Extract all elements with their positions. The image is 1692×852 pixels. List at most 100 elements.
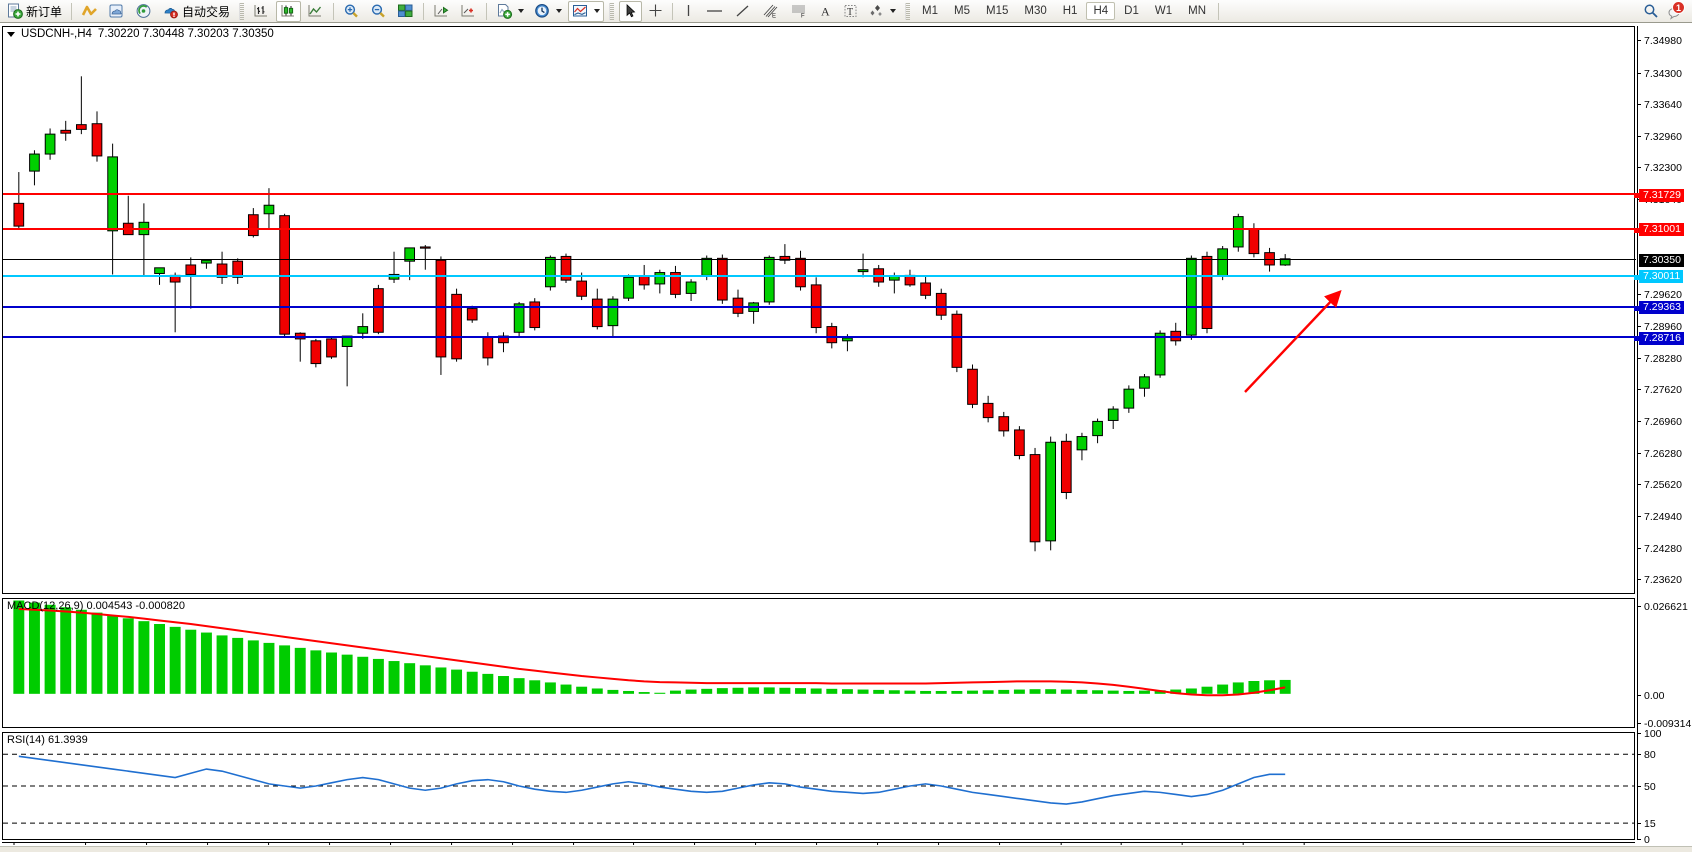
new-order-button[interactable]: 新订单: [3, 1, 66, 22]
price-line-handle[interactable]: [1634, 274, 1639, 280]
trendline-button[interactable]: [730, 1, 755, 22]
tile-windows-button[interactable]: [393, 1, 418, 22]
price-line-resistance-lower[interactable]: [3, 227, 1639, 233]
toolbar-separator-2: [333, 2, 335, 20]
macd-tick-max: 0.026621: [1638, 601, 1691, 613]
search-icon[interactable]: [1643, 3, 1659, 19]
price-tick: 7.26960: [1638, 416, 1691, 428]
timeframe-mn[interactable]: MN: [1188, 5, 1206, 17]
main-toolbar: 新订单: [0, 0, 1692, 23]
timeframe-m5[interactable]: M5: [954, 5, 970, 17]
svg-text:A: A: [821, 5, 830, 19]
price-label-resistance-lower[interactable]: 7.31001: [1639, 223, 1684, 237]
price-label-support-upper[interactable]: 7.29363: [1639, 301, 1684, 315]
alerts-button[interactable]: 1: [1667, 0, 1685, 20]
symbol-name: USDCNH-,H4: [21, 28, 92, 40]
vertical-line-icon: [687, 5, 690, 16]
chart-menu-caret-icon[interactable]: [7, 31, 15, 37]
price-tick: 7.33640: [1638, 99, 1691, 111]
timeframe-w1[interactable]: W1: [1154, 5, 1173, 17]
rsi-tick-100: 100: [1638, 728, 1691, 740]
zoom-out-button[interactable]: [366, 1, 391, 22]
toolbar-separator: [71, 2, 73, 20]
price-pane[interactable]: [2, 26, 1639, 594]
toolbar-grip-3[interactable]: [905, 2, 911, 20]
label-button[interactable]: T: [839, 1, 862, 22]
price-line-support-lower[interactable]: [3, 336, 1639, 342]
line-chart-icon: [308, 5, 322, 17]
toolbar-separator-5: [672, 2, 674, 20]
auto-scroll-button[interactable]: [429, 1, 454, 22]
alert-count: 1: [1672, 0, 1685, 14]
equidistant-channel-button[interactable]: E: [757, 1, 784, 22]
zoom-in-icon: [344, 4, 358, 18]
price-tick: 7.26280: [1638, 448, 1691, 460]
indicators-icon: [498, 4, 513, 19]
timeframe-h4[interactable]: H4: [1086, 2, 1116, 20]
price-label-bid-line[interactable]: 7.30011: [1639, 270, 1684, 284]
price-line-handle[interactable]: [1634, 227, 1639, 233]
chevron-down-icon-2[interactable]: [556, 9, 563, 13]
timeframe-m1[interactable]: M1: [922, 5, 939, 17]
price-line-handle[interactable]: [1634, 305, 1639, 311]
vertical-line-button[interactable]: [678, 1, 699, 22]
shapes-button[interactable]: [864, 1, 900, 22]
price-tick: 7.28280: [1638, 353, 1691, 365]
candlestick-icon: [281, 5, 295, 17]
tile-windows-icon: [398, 4, 413, 18]
toolbar-grip-2[interactable]: [609, 2, 615, 20]
zoom-in-button[interactable]: [339, 1, 364, 22]
rsi-plot: [3, 753, 1634, 824]
status-bar: [0, 846, 1692, 852]
price-scale[interactable]: 7.349807.343007.336407.329607.323007.316…: [1637, 26, 1691, 846]
cursor-button[interactable]: [619, 0, 643, 22]
chart-area[interactable]: USDCNH-,H4 7.30220 7.30448 7.30203 7.303…: [0, 23, 1692, 852]
publish-button[interactable]: 自动交易: [158, 1, 234, 22]
text-button[interactable]: A: [815, 1, 837, 22]
svg-text:E: E: [772, 14, 776, 20]
price-label-resistance-upper[interactable]: 7.31729: [1639, 188, 1684, 202]
price-line-last-price[interactable]: [3, 258, 1636, 260]
new-order-label: 新订单: [26, 4, 63, 19]
signal-button[interactable]: [131, 1, 156, 22]
line-chart-button[interactable]: [303, 1, 328, 22]
chevron-down-icon-4[interactable]: [890, 9, 897, 13]
price-line-support-upper[interactable]: [3, 305, 1639, 311]
timeframe-m30[interactable]: M30: [1024, 5, 1047, 17]
timeframe-m15[interactable]: M15: [986, 5, 1009, 17]
timeframe-d1[interactable]: D1: [1124, 5, 1139, 17]
price-label-support-lower[interactable]: 7.28716: [1639, 331, 1684, 345]
macd-pane[interactable]: MACD(12,26,9) 0.004543 -0.000820: [2, 598, 1635, 728]
signal-icon: [136, 4, 151, 18]
chart-bar-button[interactable]: [77, 1, 102, 22]
price-line-resistance-upper[interactable]: [3, 193, 1639, 199]
price-line-handle[interactable]: [1634, 336, 1639, 342]
toolbar-grip[interactable]: [239, 2, 245, 20]
cursor-icon: [626, 3, 636, 18]
text-icon: A: [821, 5, 830, 19]
timeframe-group: M1 M5 M15 M30 H1 H4 D1 W1 MN: [914, 2, 1214, 20]
crosshair-button[interactable]: [644, 1, 667, 22]
horizontal-line-button[interactable]: [701, 1, 728, 22]
chevron-down-icon-3[interactable]: [594, 9, 601, 13]
crosshair-icon: [649, 4, 662, 17]
cloud-button[interactable]: [104, 1, 129, 22]
fibo-button[interactable]: F: [786, 1, 813, 22]
new-order-icon: [8, 3, 23, 19]
timeframe-h1[interactable]: H1: [1062, 5, 1078, 17]
period-icon: [535, 3, 549, 18]
indicators-button[interactable]: [492, 1, 528, 22]
period-button[interactable]: [530, 1, 566, 22]
price-line-handle[interactable]: [1634, 193, 1639, 199]
bar-chart-icon: [254, 5, 268, 17]
chart-shift-button[interactable]: [456, 1, 481, 22]
bar-chart-button[interactable]: [249, 1, 274, 22]
zoom-out-icon: [371, 4, 385, 18]
templates-button[interactable]: [568, 0, 605, 22]
price-label-last-price[interactable]: 7.30350: [1639, 254, 1684, 268]
svg-text:F: F: [801, 14, 805, 20]
rsi-pane[interactable]: RSI(14) 61.3939: [2, 732, 1635, 840]
chevron-down-icon[interactable]: [518, 9, 525, 13]
candlestick-chart-button[interactable]: [276, 0, 302, 22]
price-line-bid-line[interactable]: [3, 274, 1639, 280]
